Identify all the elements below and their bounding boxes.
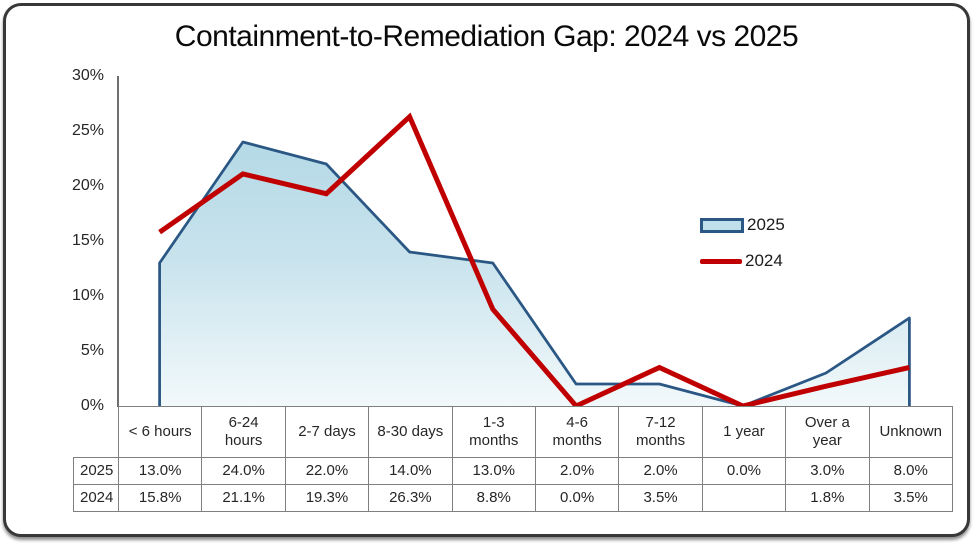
table-data-cell: 3.0%: [785, 457, 870, 485]
table-column-header: < 6 hours: [117, 406, 203, 458]
table-data-cell: 1.8%: [785, 484, 870, 512]
table-data-cell: 19.3%: [284, 484, 370, 512]
data-table: < 6 hours 6-24 hours 2-7 days 8-30 days 1-3 …: [73, 406, 953, 512]
table-column-header: 7-12 months: [618, 406, 703, 458]
table-data-cell: 26.3%: [368, 484, 453, 512]
table-data-cell: 2.0%: [618, 457, 703, 485]
chart-title: Containment-to-Remediation Gap: 2024 vs …: [174, 20, 799, 53]
table-row-2025: 2025 13.0% 24.0% 22.0% 14.0% 13.0% 2.0% 2.0% 0.0…: [73, 457, 953, 485]
y-axis-label: 5%: [80, 342, 104, 359]
table-column-header: 4-6 months: [534, 406, 620, 458]
y-axis-label: 30%: [71, 67, 104, 84]
table-row-2024: 2024 15.8% 21.1% 19.3% 26.3% 8.8% 0.0% 3.5% 1.8%…: [73, 484, 953, 512]
table-data-cell: 21.1%: [201, 484, 286, 512]
table-data-cell: 8.0%: [868, 457, 953, 485]
table-data-cell: 15.8%: [117, 484, 203, 512]
table-data-cell: 22.0%: [284, 457, 370, 485]
table-data-cell: 0.0%: [534, 484, 620, 512]
table-column-header: 1-3 months: [451, 406, 536, 458]
y-axis-label: 15%: [71, 232, 104, 249]
table-data-cell: 24.0%: [201, 457, 286, 485]
line-series-2024: [158, 112, 910, 406]
table-data-cell: 3.5%: [618, 484, 703, 512]
plot-svg: [158, 112, 911, 406]
table-data-cell: 14.0%: [368, 457, 453, 485]
table-header-row: < 6 hours 6-24 hours 2-7 days 8-30 days 1-3 …: [74, 406, 953, 458]
table-data-cell: 8.8%: [451, 484, 536, 512]
legend-item-2025: 2025: [700, 211, 785, 239]
table-row-label: 2025: [73, 457, 119, 485]
area-series-2025-outline: [158, 140, 911, 406]
legend-swatch-2025-area: [700, 217, 744, 233]
legend-item-2024: 2024: [700, 247, 785, 275]
table-column-header: Unknown: [868, 406, 953, 458]
table-data-cell: 3.5%: [868, 484, 953, 512]
table-data-cell: 2.0%: [534, 457, 620, 485]
y-axis: 0% 5% 10% 15% 20% 25% 30%: [6, 67, 110, 414]
y-axis-label: 25%: [71, 122, 104, 139]
legend-swatch-2024-line: [700, 258, 742, 264]
legend-label-2025: 2025: [747, 215, 785, 234]
table-column-header: Over a year: [785, 406, 870, 458]
table-column-header: 8-30 days: [368, 406, 453, 458]
table-column-header: 6-24 hours: [201, 406, 286, 458]
y-axis-label: 10%: [71, 287, 104, 304]
y-axis-label: 0%: [80, 397, 104, 414]
y-axis-line: [117, 76, 119, 407]
table-data-cell: [701, 484, 787, 512]
table-row-label: 2024: [73, 484, 119, 512]
legend: 2025 2024: [700, 211, 785, 275]
area-series-2025-fill: [159, 142, 910, 406]
table-data-cell: 13.0%: [451, 457, 536, 485]
legend-label-2024: 2024: [745, 251, 783, 270]
table-column-header: 1 year: [701, 406, 787, 458]
chart-card: Containment-to-Remediation Gap: 2024 vs …: [3, 3, 970, 537]
table-body: < 6 hours 6-24 hours 2-7 days 8-30 days 1-3 …: [73, 406, 953, 512]
table-column-header: 2-7 days: [284, 406, 370, 458]
table-corner-blank: [74, 407, 119, 458]
table-data-cell: 13.0%: [117, 457, 203, 485]
y-axis-label: 20%: [71, 177, 104, 194]
table-data-cell: 0.0%: [701, 457, 787, 485]
